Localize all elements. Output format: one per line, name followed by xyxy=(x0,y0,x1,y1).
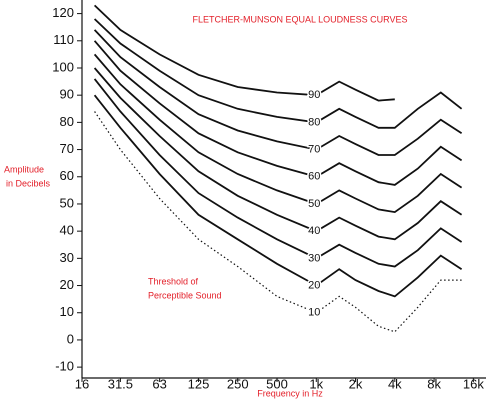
curve xyxy=(93,4,395,102)
x-tick-label: 4k xyxy=(388,376,402,391)
curve xyxy=(93,29,463,156)
curve-label: 40 xyxy=(308,225,320,237)
x-tick-label: 500 xyxy=(266,376,288,391)
y-tick-label: 40 xyxy=(60,223,74,238)
y-tick-label: 50 xyxy=(60,195,74,210)
y-tick-label: -10 xyxy=(55,359,74,374)
curve xyxy=(93,67,463,241)
curve xyxy=(93,53,463,214)
annotation: Perceptible Sound xyxy=(148,290,222,300)
y-tick-label: 80 xyxy=(60,114,74,129)
y-tick-label: 10 xyxy=(60,304,74,319)
y-tick-label: 90 xyxy=(60,87,74,102)
curve xyxy=(93,18,463,129)
x-tick-label: 63 xyxy=(152,376,166,391)
curve xyxy=(93,78,463,268)
curve-label: 20 xyxy=(308,279,320,291)
curve-label: 80 xyxy=(308,116,320,128)
curve-label: 70 xyxy=(308,143,320,155)
curve xyxy=(93,94,463,298)
y-tick-label: 30 xyxy=(60,250,74,265)
y-axis-label: Amplitude xyxy=(4,164,44,174)
x-tick-label: 250 xyxy=(227,376,249,391)
curve-label: 60 xyxy=(308,171,320,183)
curve xyxy=(93,40,463,186)
annotation: Threshold of xyxy=(148,276,199,286)
curve-label: 10 xyxy=(308,307,320,319)
x-tick-label: 16k xyxy=(463,376,484,391)
y-tick-label: 120 xyxy=(52,5,74,20)
y-tick-label: 100 xyxy=(52,59,74,74)
x-tick-label: 16 xyxy=(75,376,89,391)
y-tick-label: 60 xyxy=(60,168,74,183)
x-tick-label: 125 xyxy=(188,376,210,391)
chart-title: FLETCHER-MUNSON EQUAL LOUDNESS CURVES xyxy=(192,14,407,24)
x-tick-label: 2k xyxy=(349,376,363,391)
curve-label: 50 xyxy=(308,198,320,210)
y-tick-label: 20 xyxy=(60,277,74,292)
x-tick-label: 1k xyxy=(309,376,323,391)
y-tick-label: 70 xyxy=(60,141,74,156)
x-tick-label: 8k xyxy=(427,376,441,391)
y-axis-label: in Decibels xyxy=(6,178,51,188)
y-tick-label: 0 xyxy=(67,331,74,346)
curve-label: 90 xyxy=(308,89,320,101)
x-axis-label: Frequency in Hz xyxy=(257,388,323,398)
curve-label: 30 xyxy=(308,252,320,264)
y-tick-label: 110 xyxy=(53,32,74,47)
x-tick-label: 31.5 xyxy=(108,376,133,391)
